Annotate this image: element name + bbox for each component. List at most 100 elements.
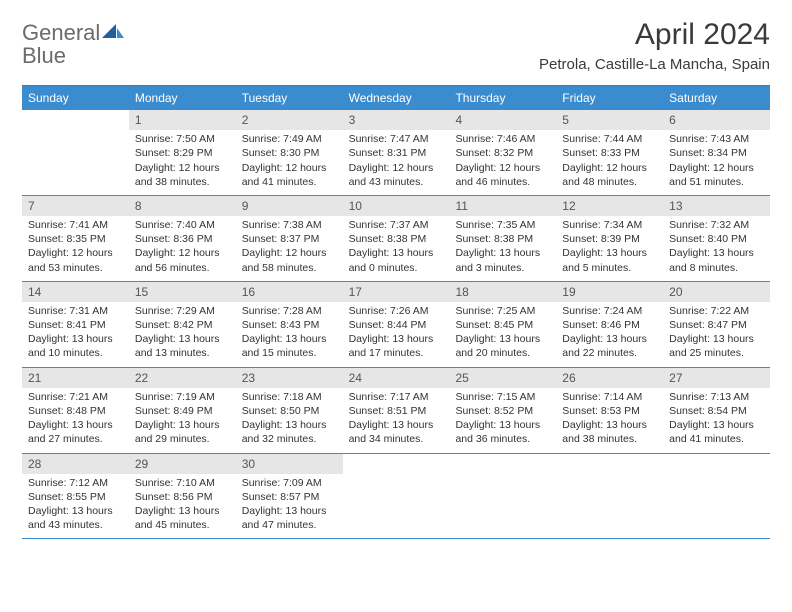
day-body: Sunrise: 7:47 AMSunset: 8:31 PMDaylight:… <box>343 130 450 195</box>
day-line-sr: Sunrise: 7:14 AM <box>562 390 657 404</box>
day-number: 30 <box>236 454 343 474</box>
day-body: Sunrise: 7:13 AMSunset: 8:54 PMDaylight:… <box>663 388 770 453</box>
day-cell: 18Sunrise: 7:25 AMSunset: 8:45 PMDayligh… <box>449 282 556 367</box>
day-line-d1: Daylight: 12 hours <box>28 246 123 260</box>
day-cell: 25Sunrise: 7:15 AMSunset: 8:52 PMDayligh… <box>449 368 556 453</box>
day-line-d1: Daylight: 13 hours <box>28 418 123 432</box>
day-number: 9 <box>236 196 343 216</box>
day-line-d1: Daylight: 12 hours <box>135 161 230 175</box>
weekday-mon: Monday <box>129 86 236 110</box>
day-line-sr: Sunrise: 7:17 AM <box>349 390 444 404</box>
day-line-ss: Sunset: 8:29 PM <box>135 146 230 160</box>
day-line-d2: and 41 minutes. <box>242 175 337 189</box>
day-number: 28 <box>22 454 129 474</box>
day-body: Sunrise: 7:29 AMSunset: 8:42 PMDaylight:… <box>129 302 236 367</box>
day-line-sr: Sunrise: 7:41 AM <box>28 218 123 232</box>
day-line-d2: and 53 minutes. <box>28 261 123 275</box>
day-cell: 8Sunrise: 7:40 AMSunset: 8:36 PMDaylight… <box>129 196 236 281</box>
day-number: 8 <box>129 196 236 216</box>
day-cell: 20Sunrise: 7:22 AMSunset: 8:47 PMDayligh… <box>663 282 770 367</box>
day-body: Sunrise: 7:41 AMSunset: 8:35 PMDaylight:… <box>22 216 129 281</box>
day-line-ss: Sunset: 8:33 PM <box>562 146 657 160</box>
day-cell: 13Sunrise: 7:32 AMSunset: 8:40 PMDayligh… <box>663 196 770 281</box>
day-line-ss: Sunset: 8:56 PM <box>135 490 230 504</box>
day-line-sr: Sunrise: 7:28 AM <box>242 304 337 318</box>
day-cell: 17Sunrise: 7:26 AMSunset: 8:44 PMDayligh… <box>343 282 450 367</box>
day-line-sr: Sunrise: 7:43 AM <box>669 132 764 146</box>
day-number: 26 <box>556 368 663 388</box>
day-cell: 10Sunrise: 7:37 AMSunset: 8:38 PMDayligh… <box>343 196 450 281</box>
day-line-d2: and 8 minutes. <box>669 261 764 275</box>
day-line-ss: Sunset: 8:52 PM <box>455 404 550 418</box>
day-body: Sunrise: 7:44 AMSunset: 8:33 PMDaylight:… <box>556 130 663 195</box>
day-number: 11 <box>449 196 556 216</box>
day-body: Sunrise: 7:22 AMSunset: 8:47 PMDaylight:… <box>663 302 770 367</box>
calendar: Sunday Monday Tuesday Wednesday Thursday… <box>22 85 770 539</box>
day-cell: 6Sunrise: 7:43 AMSunset: 8:34 PMDaylight… <box>663 110 770 195</box>
day-line-d1: Daylight: 12 hours <box>349 161 444 175</box>
day-line-sr: Sunrise: 7:50 AM <box>135 132 230 146</box>
day-line-d1: Daylight: 12 hours <box>669 161 764 175</box>
day-line-d1: Daylight: 13 hours <box>562 332 657 346</box>
day-body: Sunrise: 7:10 AMSunset: 8:56 PMDaylight:… <box>129 474 236 539</box>
day-line-ss: Sunset: 8:32 PM <box>455 146 550 160</box>
day-line-d1: Daylight: 13 hours <box>28 504 123 518</box>
day-cell: 28Sunrise: 7:12 AMSunset: 8:55 PMDayligh… <box>22 454 129 539</box>
day-line-ss: Sunset: 8:43 PM <box>242 318 337 332</box>
day-cell: 22Sunrise: 7:19 AMSunset: 8:49 PMDayligh… <box>129 368 236 453</box>
day-number: 4 <box>449 110 556 130</box>
day-line-d1: Daylight: 12 hours <box>242 161 337 175</box>
day-cell <box>22 110 129 195</box>
day-body: Sunrise: 7:32 AMSunset: 8:40 PMDaylight:… <box>663 216 770 281</box>
day-line-d2: and 25 minutes. <box>669 346 764 360</box>
day-line-d2: and 20 minutes. <box>455 346 550 360</box>
day-number: 22 <box>129 368 236 388</box>
day-body: Sunrise: 7:35 AMSunset: 8:38 PMDaylight:… <box>449 216 556 281</box>
day-line-d2: and 41 minutes. <box>669 432 764 446</box>
day-line-ss: Sunset: 8:35 PM <box>28 232 123 246</box>
day-line-sr: Sunrise: 7:13 AM <box>669 390 764 404</box>
day-line-d1: Daylight: 13 hours <box>242 504 337 518</box>
day-cell <box>556 454 663 539</box>
day-line-d1: Daylight: 13 hours <box>669 332 764 346</box>
weekday-tue: Tuesday <box>236 86 343 110</box>
day-line-sr: Sunrise: 7:10 AM <box>135 476 230 490</box>
day-line-d2: and 43 minutes. <box>349 175 444 189</box>
week-row: 21Sunrise: 7:21 AMSunset: 8:48 PMDayligh… <box>22 368 770 454</box>
logo-text-gray: General <box>22 20 100 45</box>
day-line-d2: and 34 minutes. <box>349 432 444 446</box>
day-line-sr: Sunrise: 7:18 AM <box>242 390 337 404</box>
day-body: Sunrise: 7:14 AMSunset: 8:53 PMDaylight:… <box>556 388 663 453</box>
day-line-ss: Sunset: 8:45 PM <box>455 318 550 332</box>
day-body: Sunrise: 7:28 AMSunset: 8:43 PMDaylight:… <box>236 302 343 367</box>
day-line-d2: and 15 minutes. <box>242 346 337 360</box>
day-number: 16 <box>236 282 343 302</box>
day-number: 25 <box>449 368 556 388</box>
day-number: 2 <box>236 110 343 130</box>
day-cell <box>449 454 556 539</box>
logo-sail-icon <box>102 22 124 43</box>
weekday-wed: Wednesday <box>343 86 450 110</box>
day-line-d2: and 32 minutes. <box>242 432 337 446</box>
day-line-d2: and 47 minutes. <box>242 518 337 532</box>
day-line-sr: Sunrise: 7:47 AM <box>349 132 444 146</box>
day-line-sr: Sunrise: 7:46 AM <box>455 132 550 146</box>
day-body: Sunrise: 7:17 AMSunset: 8:51 PMDaylight:… <box>343 388 450 453</box>
day-number: 27 <box>663 368 770 388</box>
day-line-sr: Sunrise: 7:25 AM <box>455 304 550 318</box>
day-line-sr: Sunrise: 7:49 AM <box>242 132 337 146</box>
day-body: Sunrise: 7:31 AMSunset: 8:41 PMDaylight:… <box>22 302 129 367</box>
day-body: Sunrise: 7:34 AMSunset: 8:39 PMDaylight:… <box>556 216 663 281</box>
day-line-d1: Daylight: 13 hours <box>455 332 550 346</box>
day-line-sr: Sunrise: 7:24 AM <box>562 304 657 318</box>
day-line-d2: and 10 minutes. <box>28 346 123 360</box>
day-line-sr: Sunrise: 7:37 AM <box>349 218 444 232</box>
day-line-d2: and 51 minutes. <box>669 175 764 189</box>
day-cell <box>343 454 450 539</box>
day-line-sr: Sunrise: 7:40 AM <box>135 218 230 232</box>
day-line-ss: Sunset: 8:36 PM <box>135 232 230 246</box>
day-line-sr: Sunrise: 7:29 AM <box>135 304 230 318</box>
day-line-ss: Sunset: 8:47 PM <box>669 318 764 332</box>
weeks-container: 1Sunrise: 7:50 AMSunset: 8:29 PMDaylight… <box>22 110 770 539</box>
day-line-sr: Sunrise: 7:35 AM <box>455 218 550 232</box>
